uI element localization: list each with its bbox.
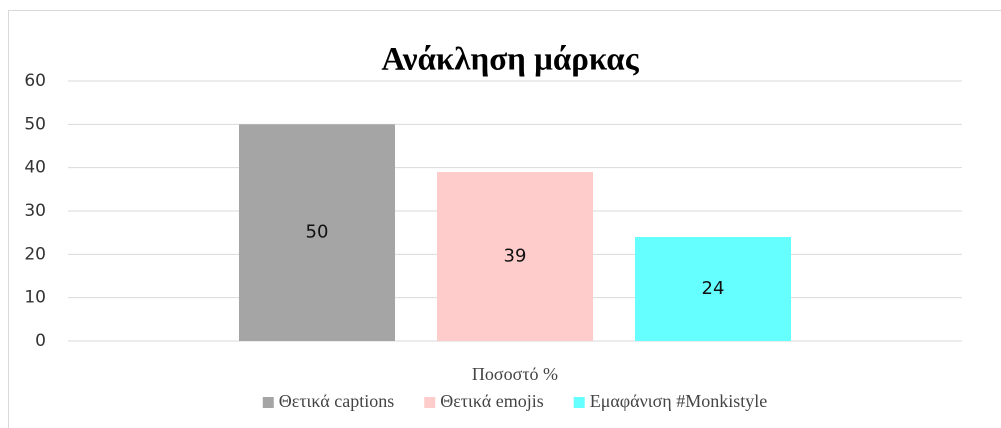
chart-frame xyxy=(8,10,1001,428)
y-tick-label: 40 xyxy=(24,158,46,178)
y-tick-label: 30 xyxy=(24,201,46,221)
y-tick-label: 0 xyxy=(35,331,46,351)
legend-swatch xyxy=(573,397,585,408)
legend-swatch xyxy=(262,397,274,408)
bar xyxy=(437,172,593,341)
data-label: 39 xyxy=(504,246,527,267)
y-tick-label: 50 xyxy=(24,114,46,134)
y-tick-label: 20 xyxy=(24,244,46,264)
chart-title: Ανάκληση μάρκας xyxy=(381,42,639,78)
y-tick-label: 10 xyxy=(24,288,46,308)
legend-label: Θετικά emojis xyxy=(440,391,543,411)
legend-label: Εμαφάνιση #Monkistyle xyxy=(590,391,768,411)
legend-label: Θετικά captions xyxy=(279,391,394,411)
legend-swatch xyxy=(424,397,436,408)
x-tick-label: Ποσοστό % xyxy=(472,364,558,384)
y-tick-label: 60 xyxy=(24,71,46,91)
bar xyxy=(635,237,791,341)
bar xyxy=(239,124,395,341)
data-label: 24 xyxy=(702,278,725,299)
data-label: 50 xyxy=(306,222,329,243)
